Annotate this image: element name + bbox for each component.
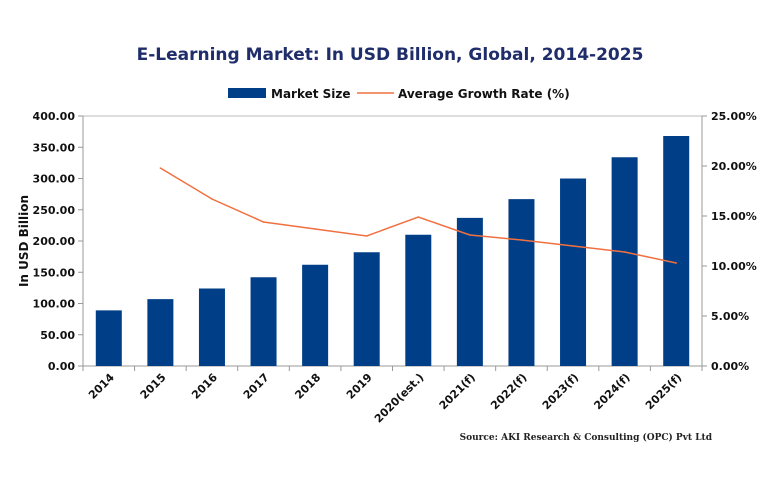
x-tick-label: 2015 — [138, 371, 169, 402]
y-tick-label: 300.00 — [33, 173, 76, 186]
y-tick-label: 200.00 — [33, 235, 76, 248]
point-growth-rate — [417, 216, 420, 218]
y2-tick-label: 5.00% — [711, 310, 749, 323]
point-growth-rate — [469, 234, 471, 236]
legend-swatch-market-size — [228, 88, 266, 98]
chart-title: E-Learning Market: In USD Billion, Globa… — [137, 45, 644, 65]
y-tick-label: 100.00 — [33, 298, 76, 311]
bar-market-size — [456, 217, 483, 366]
y-tick-label: 400.00 — [33, 110, 76, 123]
bar-market-size — [147, 299, 174, 366]
point-growth-rate — [623, 251, 626, 253]
bar-market-size — [611, 157, 638, 366]
y-tick-label: 0.00 — [48, 360, 75, 373]
y-axis-label: In USD Billion — [17, 195, 31, 287]
y-tick-label: 350.00 — [33, 141, 76, 154]
x-tick-label: 2020(est.) — [372, 371, 427, 426]
point-growth-rate — [314, 228, 316, 230]
point-growth-rate — [262, 221, 265, 223]
point-growth-rate — [159, 167, 162, 169]
x-tick-label: 2018 — [292, 371, 323, 402]
bar-market-size — [250, 277, 277, 366]
x-tick-label: 2021(f) — [437, 371, 478, 412]
x-tick-label: 2016 — [189, 371, 220, 402]
source-note: Source: AKI Research & Consulting (OPC) … — [460, 432, 713, 443]
y-tick-label: 150.00 — [33, 266, 76, 279]
bar-market-size — [302, 264, 329, 366]
x-tick-label: 2023(f) — [540, 371, 581, 412]
bar-market-size — [560, 178, 587, 366]
bar-market-size — [95, 310, 122, 366]
bar-market-size — [198, 288, 225, 366]
bar-market-size — [663, 136, 690, 366]
legend-label-growth-rate: Average Growth Rate (%) — [398, 87, 570, 101]
x-tick-label: 2019 — [344, 371, 375, 402]
legend-label-market-size: Market Size — [271, 87, 351, 101]
plot-area — [82, 115, 703, 367]
point-growth-rate — [365, 235, 368, 237]
legend: Market Size Average Growth Rate (%) — [228, 87, 570, 101]
x-tick-label: 2024(f) — [591, 371, 632, 412]
point-growth-rate — [520, 239, 523, 241]
y2-tick-label: 25.00% — [711, 110, 757, 123]
point-growth-rate — [572, 245, 574, 247]
bar-market-size — [508, 199, 535, 366]
y2-tick-label: 15.00% — [711, 210, 757, 223]
point-growth-rate — [211, 198, 213, 200]
y-tick-label: 50.00 — [40, 329, 75, 342]
x-tick-label: 2022(f) — [488, 371, 529, 412]
point-growth-rate — [675, 262, 678, 264]
y2-tick-label: 0.00% — [711, 360, 749, 373]
y2-tick-label: 10.00% — [711, 260, 757, 273]
x-tick-label: 2014 — [86, 371, 117, 402]
bar-market-size — [405, 234, 432, 366]
y-tick-label: 250.00 — [33, 204, 76, 217]
bar-market-size — [353, 252, 380, 366]
y2-tick-label: 20.00% — [711, 160, 757, 173]
x-tick-label: 2025(f) — [643, 371, 684, 412]
x-tick-label: 2017 — [241, 371, 272, 402]
